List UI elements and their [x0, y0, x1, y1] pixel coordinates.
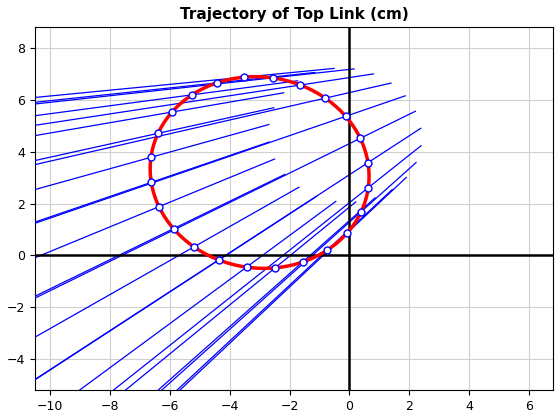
- Title: Trajectory of Top Link (cm): Trajectory of Top Link (cm): [180, 7, 408, 22]
